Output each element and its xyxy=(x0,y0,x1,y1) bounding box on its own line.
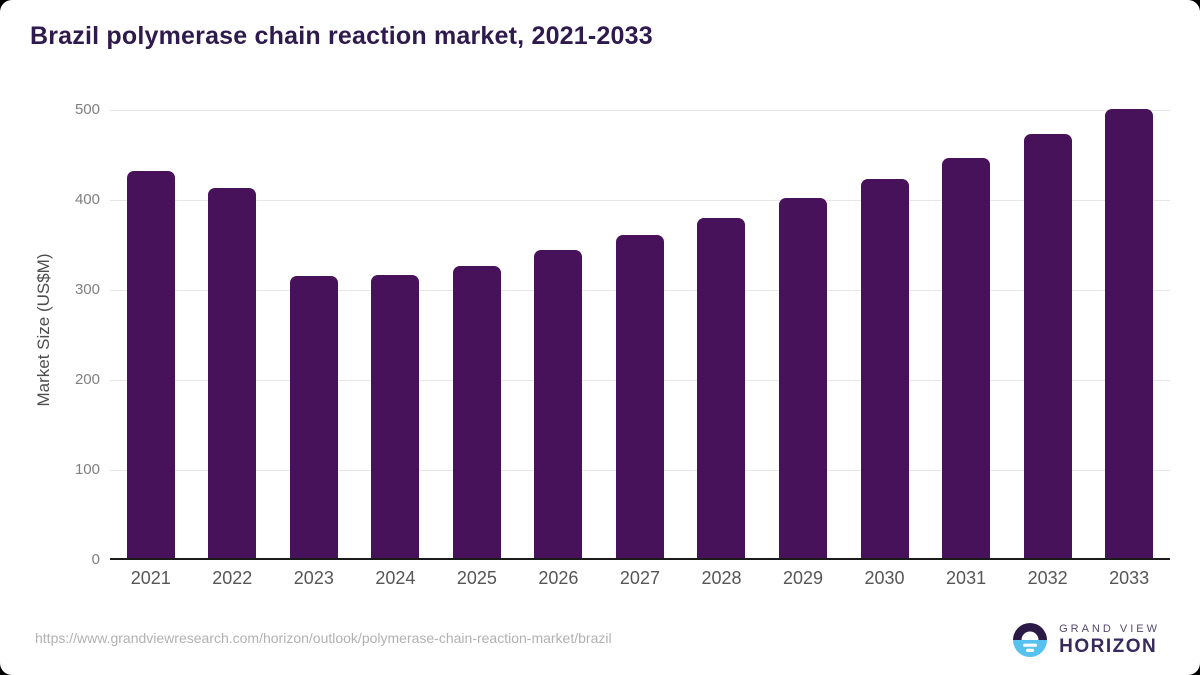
xtick-label-2024: 2024 xyxy=(375,568,416,588)
ytick-label-0: 0 xyxy=(91,551,100,568)
brand-name-top: GRAND VIEW xyxy=(1059,622,1160,635)
bar-2027 xyxy=(615,234,664,558)
bar-2024 xyxy=(371,274,420,558)
bar-slot-2028 xyxy=(681,110,763,558)
xtick-label-2026: 2026 xyxy=(538,568,579,588)
xtick-label-2032: 2032 xyxy=(1027,568,1068,588)
xtick-label-2023: 2023 xyxy=(293,568,334,588)
bar-slot-2032 xyxy=(1007,110,1089,558)
xtick-label-2028: 2028 xyxy=(701,568,742,588)
xtick-label-2031: 2031 xyxy=(946,568,987,588)
plot-area xyxy=(110,108,1170,560)
gridline-500 xyxy=(110,110,1170,111)
bar-slot-2029 xyxy=(762,110,844,558)
bar-2022 xyxy=(208,188,257,558)
bar-2031 xyxy=(942,157,991,558)
bar-slot-2026 xyxy=(518,110,600,558)
xtick-label-2033: 2033 xyxy=(1109,568,1150,588)
xtick-label-2025: 2025 xyxy=(456,568,497,588)
chart-title: Brazil polymerase chain reaction market,… xyxy=(30,22,653,50)
xtick-label-2027: 2027 xyxy=(619,568,660,588)
bar-slot-2023 xyxy=(273,110,355,558)
bar-slot-2031 xyxy=(925,110,1007,558)
source-url: https://www.grandviewresearch.com/horizo… xyxy=(35,630,612,646)
bar-2023 xyxy=(289,276,338,558)
y-axis-tick-labels: 0 100 200 300 400 500 xyxy=(30,101,100,568)
xtick-label-2029: 2029 xyxy=(782,568,824,588)
sun-horizon-icon xyxy=(1013,623,1048,657)
bar-2030 xyxy=(860,179,909,558)
ytick-label-400: 400 xyxy=(74,191,100,208)
brand-text: GRAND VIEW HORIZON xyxy=(1059,623,1160,658)
grand-view-horizon-logo: GRAND VIEW HORIZON xyxy=(1010,620,1160,660)
xtick-label-2030: 2030 xyxy=(864,568,905,588)
ytick-label-300: 300 xyxy=(74,281,100,298)
bar-slot-2027 xyxy=(599,110,681,558)
ytick-label-200: 200 xyxy=(74,371,100,388)
xtick-label-2022: 2022 xyxy=(212,568,253,588)
brand-name-bottom: HORIZON xyxy=(1059,635,1158,657)
bar-slot-2024 xyxy=(355,110,437,558)
x-axis-tick-labels: 2021 2022 2023 2024 2025 2026 2027 2028 2029 2030… xyxy=(110,568,1170,589)
bar-slot-2021 xyxy=(110,110,192,558)
bar-2032 xyxy=(1023,134,1072,558)
gridline-400 xyxy=(110,200,1170,201)
bar-slot-2033 xyxy=(1088,108,1170,558)
bar-2026 xyxy=(534,250,583,558)
bar-2021 xyxy=(126,171,175,558)
ytick-label-500: 500 xyxy=(74,101,100,118)
bar-2028 xyxy=(697,217,746,558)
bar-slot-2022 xyxy=(192,110,274,558)
xtick-label-2021: 2021 xyxy=(130,568,171,588)
bar-2033 xyxy=(1105,108,1154,558)
bar-2025 xyxy=(452,265,501,558)
bar-slot-2025 xyxy=(436,110,518,558)
bar-2029 xyxy=(779,198,828,558)
ytick-label-100: 100 xyxy=(74,461,100,478)
bar-slot-2030 xyxy=(844,110,926,558)
